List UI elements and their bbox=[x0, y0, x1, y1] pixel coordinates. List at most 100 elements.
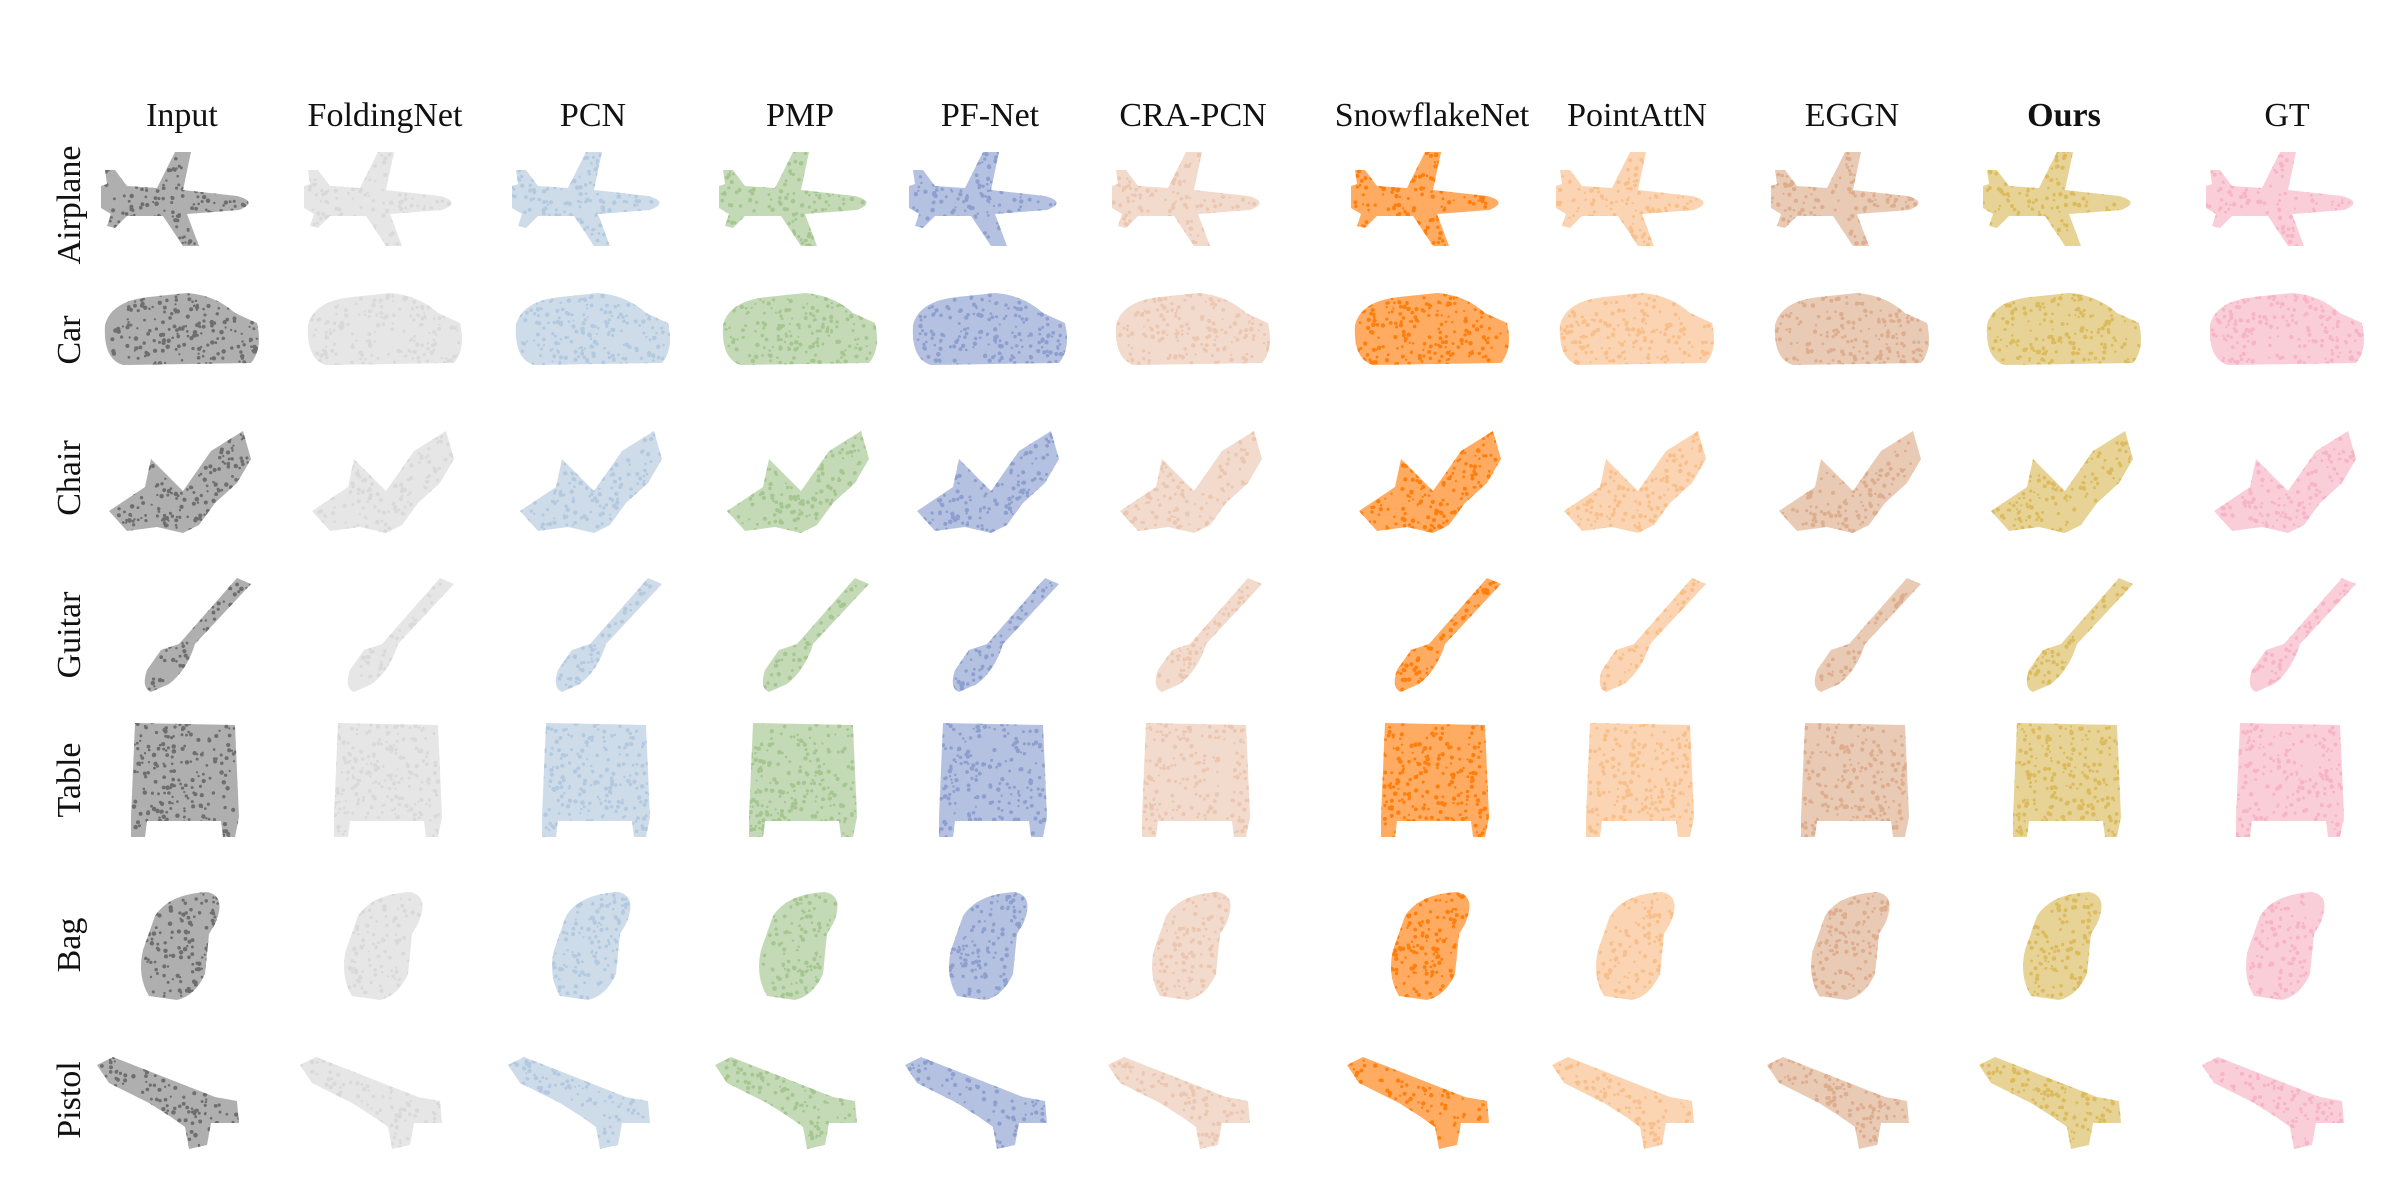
column-header-pf-net: PF-Net bbox=[880, 96, 1100, 136]
point-cloud-svg bbox=[1108, 1057, 1250, 1149]
point-cloud-svg bbox=[1115, 293, 1271, 365]
point-cloud-svg bbox=[917, 431, 1059, 533]
point-cloud-svg bbox=[719, 152, 867, 246]
point-cloud-svg bbox=[1774, 293, 1930, 365]
point-cloud-airplane-pcn bbox=[498, 130, 688, 280]
point-cloud-svg bbox=[101, 152, 249, 246]
point-cloud-pistol-snowflakenet bbox=[1337, 1025, 1527, 1175]
point-cloud-svg bbox=[1771, 152, 1919, 246]
point-cloud-guitar-input bbox=[87, 560, 277, 710]
point-cloud-svg bbox=[1142, 723, 1250, 837]
point-cloud-svg bbox=[307, 293, 463, 365]
point-cloud-svg bbox=[1351, 152, 1499, 246]
point-cloud-chair-pmp bbox=[705, 403, 895, 553]
column-header-eggn: EGGN bbox=[1742, 96, 1962, 136]
point-cloud-svg bbox=[939, 723, 1047, 837]
point-cloud-pistol-input bbox=[87, 1025, 277, 1175]
point-cloud-table-snowflakenet bbox=[1337, 705, 1527, 855]
point-cloud-pistol-pmp bbox=[705, 1025, 895, 1175]
point-cloud-svg bbox=[1983, 152, 2131, 246]
point-cloud-car-gt bbox=[2192, 265, 2382, 415]
point-cloud-svg bbox=[2202, 1057, 2344, 1149]
point-cloud-chair-ours bbox=[1969, 403, 2159, 553]
point-cloud-bag-eggn bbox=[1757, 870, 1947, 1020]
point-cloud-table-foldingnet bbox=[290, 705, 480, 855]
point-cloud-pistol-pcn bbox=[498, 1025, 688, 1175]
point-cloud-car-ours bbox=[1969, 265, 2159, 415]
point-cloud-pistol-eggn bbox=[1757, 1025, 1947, 1175]
point-cloud-guitar-gt bbox=[2192, 560, 2382, 710]
point-cloud-chair-pcn bbox=[498, 403, 688, 553]
point-cloud-car-eggn bbox=[1757, 265, 1947, 415]
point-cloud-svg bbox=[1599, 578, 1706, 692]
column-header-pointattn: PointAttN bbox=[1527, 96, 1747, 136]
point-cloud-bag-input bbox=[87, 870, 277, 1020]
point-cloud-svg bbox=[1814, 578, 1921, 692]
point-cloud-svg bbox=[1112, 152, 1260, 246]
point-cloud-svg bbox=[1564, 431, 1706, 533]
point-cloud-table-gt bbox=[2192, 705, 2382, 855]
point-cloud-svg bbox=[1120, 431, 1262, 533]
point-cloud-svg bbox=[2023, 892, 2102, 1000]
point-cloud-airplane-input bbox=[87, 130, 277, 280]
point-cloud-svg bbox=[304, 152, 452, 246]
point-cloud-guitar-eggn bbox=[1757, 560, 1947, 710]
point-cloud-svg bbox=[344, 892, 423, 1000]
point-cloud-svg bbox=[1354, 293, 1510, 365]
point-cloud-svg bbox=[141, 892, 220, 1000]
column-header-gt: GT bbox=[2177, 96, 2397, 136]
point-cloud-svg bbox=[2206, 152, 2354, 246]
point-cloud-airplane-pointattn bbox=[1542, 130, 1732, 280]
point-cloud-svg bbox=[347, 578, 454, 692]
point-cloud-svg bbox=[1394, 578, 1501, 692]
point-cloud-svg bbox=[552, 892, 631, 1000]
point-cloud-svg bbox=[2236, 723, 2344, 837]
point-cloud-svg bbox=[1552, 1057, 1694, 1149]
point-cloud-airplane-foldingnet bbox=[290, 130, 480, 280]
point-cloud-guitar-pf-net bbox=[895, 560, 1085, 710]
point-cloud-chair-eggn bbox=[1757, 403, 1947, 553]
point-cloud-airplane-ours bbox=[1969, 130, 2159, 280]
column-header-cra-pcn: CRA-PCN bbox=[1083, 96, 1303, 136]
point-cloud-svg bbox=[1811, 892, 1890, 1000]
point-cloud-svg bbox=[1986, 293, 2142, 365]
point-cloud-airplane-pf-net bbox=[895, 130, 1085, 280]
point-cloud-svg bbox=[2013, 723, 2121, 837]
column-header-foldingnet: FoldingNet bbox=[275, 96, 495, 136]
column-header-input: Input bbox=[72, 96, 292, 136]
point-cloud-table-pmp bbox=[705, 705, 895, 855]
point-cloud-svg bbox=[97, 1057, 239, 1149]
point-cloud-svg bbox=[1991, 431, 2133, 533]
point-cloud-svg bbox=[1155, 578, 1262, 692]
point-cloud-svg bbox=[1586, 723, 1694, 837]
point-cloud-svg bbox=[542, 723, 650, 837]
point-cloud-svg bbox=[2214, 431, 2356, 533]
point-cloud-car-pointattn bbox=[1542, 265, 1732, 415]
point-cloud-svg bbox=[1391, 892, 1470, 1000]
point-cloud-bag-snowflakenet bbox=[1337, 870, 1527, 1020]
column-header-pmp: PMP bbox=[690, 96, 910, 136]
point-cloud-svg bbox=[109, 431, 251, 533]
point-cloud-car-input bbox=[87, 265, 277, 415]
point-cloud-svg bbox=[508, 1057, 650, 1149]
point-cloud-table-pcn bbox=[498, 705, 688, 855]
point-cloud-pistol-ours bbox=[1969, 1025, 2159, 1175]
point-cloud-svg bbox=[1381, 723, 1489, 837]
point-cloud-chair-foldingnet bbox=[290, 403, 480, 553]
point-cloud-svg bbox=[104, 293, 260, 365]
point-cloud-svg bbox=[515, 293, 671, 365]
point-cloud-bag-foldingnet bbox=[290, 870, 480, 1020]
point-cloud-table-pointattn bbox=[1542, 705, 1732, 855]
point-cloud-bag-pcn bbox=[498, 870, 688, 1020]
point-cloud-airplane-pmp bbox=[705, 130, 895, 280]
point-cloud-table-input bbox=[87, 705, 277, 855]
point-cloud-svg bbox=[749, 723, 857, 837]
point-cloud-table-ours bbox=[1969, 705, 2159, 855]
point-cloud-svg bbox=[512, 152, 660, 246]
point-cloud-bag-pmp bbox=[705, 870, 895, 1020]
point-cloud-svg bbox=[1779, 431, 1921, 533]
point-cloud-bag-pf-net bbox=[895, 870, 1085, 1020]
point-cloud-svg bbox=[912, 293, 1068, 365]
